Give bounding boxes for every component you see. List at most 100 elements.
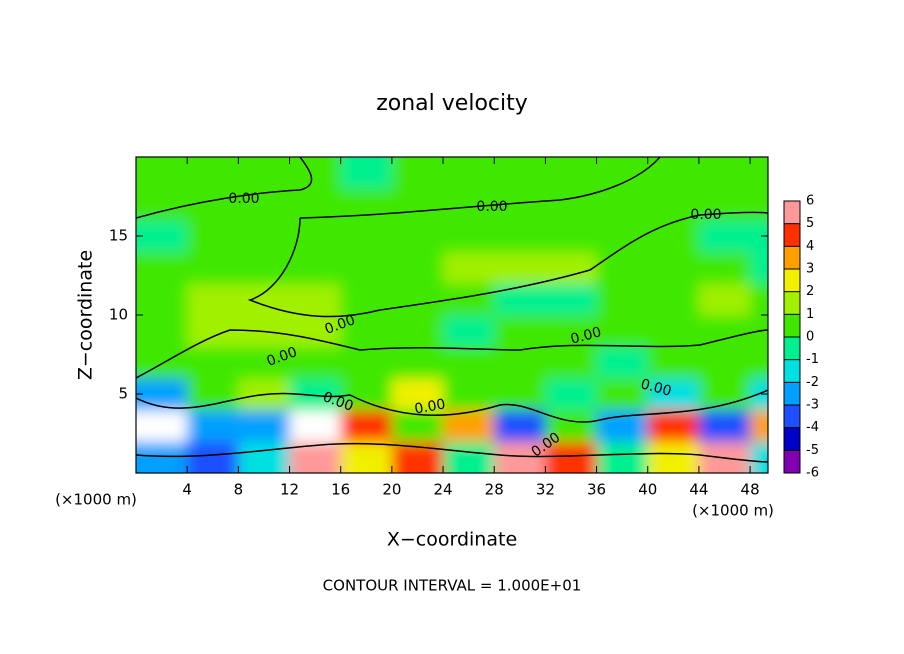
field-cell [698,409,751,442]
colorbar-tick-label: -5 [806,443,819,458]
field-cell [340,378,393,411]
field-cell [647,378,700,411]
field-cell [750,251,768,284]
field-cell [443,220,495,253]
contour-line [136,329,768,379]
colorbar-tick-label: -2 [806,375,819,390]
field-cell [391,346,444,379]
field-cell [698,220,751,253]
field-cell [391,378,444,411]
field-cell [187,441,239,473]
field-cell [187,409,239,442]
field-cell [238,251,291,284]
field-cell [340,409,393,442]
colorbar-tick-label: 1 [806,307,814,322]
field-cell [698,378,751,411]
field-cell [698,251,751,284]
field-cell [494,220,546,253]
field-cell [750,346,768,379]
field-cell [238,188,291,221]
colorbar-band [784,427,800,451]
field-cell [443,346,495,379]
colorbar-band [784,337,800,360]
field-cell [494,251,546,284]
field-cell [187,315,239,348]
colorbar-tick-label: 4 [806,239,814,254]
contour-label: 0.00 [690,207,721,223]
contour-line [136,442,768,463]
field-cell [187,188,239,221]
field-cell [647,220,700,253]
field-cell [443,251,495,284]
colorbar-band [784,291,800,315]
contour-label: 0.00 [476,199,507,215]
field-cell [340,346,393,379]
colorbar-tick-label: 5 [806,216,814,231]
footnote: CONTOUR INTERVAL = 1.000E+01 [323,577,582,595]
field-cell [136,378,188,411]
field-cell [187,251,239,284]
colorbar-tick-label: 0 [806,330,814,345]
colorbar-band [784,359,800,383]
colorbar-band [784,246,800,269]
field-cell [545,220,598,253]
field-cell [289,346,342,379]
field-cell [289,283,342,316]
field-cell [647,441,700,473]
x-unit-label: (×1000 m) [692,502,774,520]
colorbar-tick-label: -4 [806,420,819,435]
field-cell [647,409,700,442]
field-cell [187,220,239,253]
field-cell [340,157,393,190]
colorbar-band [784,405,800,428]
field-cell [647,188,700,221]
colorbar-tick-label: 6 [806,194,814,209]
field-cell [136,157,188,190]
x-tick-label: 24 [433,481,452,499]
field-cell [545,441,598,473]
field-cell [698,157,751,190]
field-cell [647,315,700,348]
field-cell [340,251,393,284]
colorbar-band [784,382,800,405]
field-cell [443,157,495,190]
colorbar: -6 -5 -4 -3 -2 -1 0 1 2 3 4 5 6 [783,194,819,481]
x-tick-label: 20 [382,481,401,499]
field-cell [238,441,291,473]
field-cell [545,188,598,221]
field-cell [750,157,768,190]
field-cell [750,283,768,316]
field-cell [289,409,342,442]
field-cell [494,409,546,442]
x-tick-label: 40 [638,481,657,499]
field-cell [238,346,291,379]
field-cell [391,315,444,348]
contours [136,157,768,463]
field-cell [545,315,598,348]
field-cell [391,251,444,284]
field-cell [545,283,598,316]
field-cell [596,283,649,316]
field-cell [238,157,291,190]
colorbar-tick-label: -6 [806,466,819,481]
y-tick-label: 5 [118,385,128,403]
field-cell [647,157,700,190]
contour-line [247,211,768,318]
field-cell [750,220,768,253]
field-cell [443,378,495,411]
field-cell [647,346,700,379]
field-cell [698,188,751,221]
field-cell [698,315,751,348]
chart-title: zonal velocity [376,91,528,116]
field-cell [698,441,751,473]
x-tick-label: 48 [741,481,760,499]
field-cell [545,409,598,442]
field-cell [443,188,495,221]
field-cells [136,157,768,473]
field-cell [545,251,598,284]
field-cell [596,378,649,411]
colorbar-tick-label: 2 [806,284,814,299]
field-cell [596,188,649,221]
field-cell [238,220,291,253]
